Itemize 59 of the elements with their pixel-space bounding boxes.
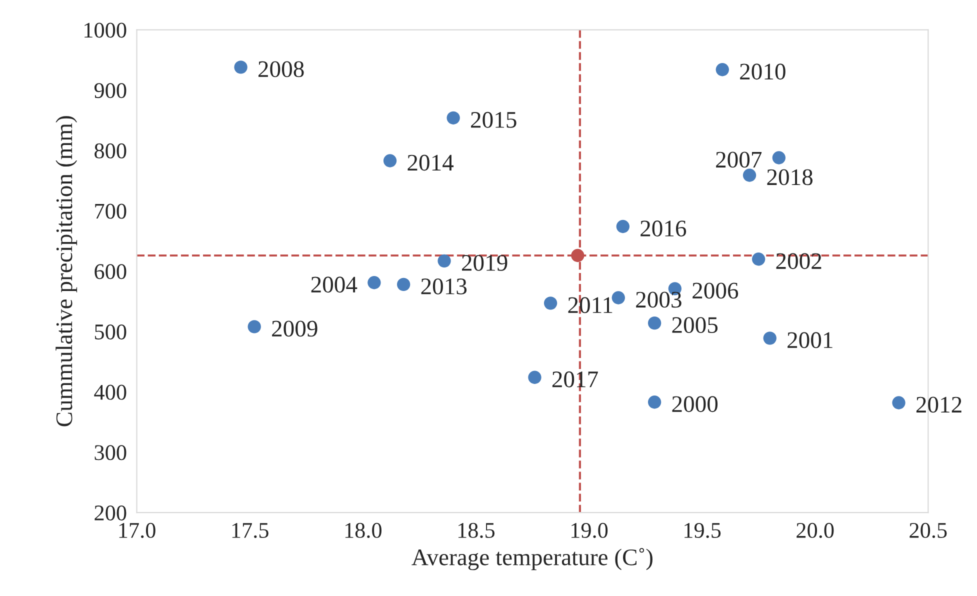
x-tick-label: 18.0: [345, 522, 382, 538]
annotation: 2008: [258, 61, 304, 78]
point: [716, 63, 729, 76]
annotation: 2009: [272, 320, 318, 337]
point: [368, 276, 381, 290]
point: [544, 296, 558, 310]
point: [772, 151, 786, 164]
point: [396, 278, 410, 292]
annotation: 2012: [916, 396, 962, 413]
point: [383, 154, 397, 168]
annotation: 2004: [311, 276, 358, 293]
annotation: 2016: [640, 220, 686, 236]
point: [763, 332, 776, 345]
point: [612, 291, 625, 304]
x-tick-label: 17.5: [232, 523, 268, 538]
annotation: 2001: [788, 332, 832, 348]
y-tick-label: 600: [94, 264, 126, 280]
point: [752, 252, 766, 266]
point: [234, 60, 248, 74]
point: [446, 111, 460, 124]
point: [528, 370, 542, 384]
point: [742, 168, 756, 182]
point: [648, 316, 662, 330]
annotation: 2014: [408, 154, 454, 171]
point: [438, 254, 451, 268]
x-axis-title: Average temperature (C˚): [412, 548, 652, 570]
annotation: 2003: [636, 292, 682, 308]
y-axis-title: Cummulative precipitation (mm): [56, 116, 78, 426]
point: [248, 320, 261, 334]
annotation: 2013: [421, 278, 467, 294]
x-tick-label: 18.5: [458, 522, 495, 538]
annotation: 2017: [552, 371, 598, 388]
y-tick-label: 700: [95, 204, 126, 219]
annotation: 2015: [471, 112, 516, 128]
annotation: 2000: [672, 396, 718, 412]
x-tick-label: 20.0: [796, 522, 834, 538]
y-tick-label: 300: [94, 445, 126, 460]
annotation: 2007: [716, 152, 762, 168]
y-tick-label: 1000: [84, 22, 126, 38]
annotation: 2011: [568, 297, 612, 314]
y-tick-label: 800: [94, 143, 126, 158]
x-tick-label: 19.5: [684, 522, 721, 538]
annotation: 2006: [692, 282, 738, 299]
annotation: 2019: [462, 254, 508, 271]
x-tick-label: 20.5: [910, 522, 947, 538]
y-tick-label: 500: [95, 324, 126, 340]
point: [616, 220, 630, 234]
y-tick-label: 200: [94, 505, 126, 520]
annotation: 2018: [767, 169, 813, 186]
annotation: 2002: [776, 253, 822, 270]
y-tick-label: 400: [94, 384, 126, 400]
x-tick-label: 19.0: [572, 522, 608, 538]
point: [571, 248, 584, 262]
point: [648, 396, 662, 409]
y-tick-label: 900: [94, 83, 126, 98]
point: [892, 396, 906, 410]
x-tick-label: 17.0: [119, 522, 156, 538]
annotation: 2010: [740, 64, 786, 80]
annotation: 2005: [672, 317, 718, 334]
